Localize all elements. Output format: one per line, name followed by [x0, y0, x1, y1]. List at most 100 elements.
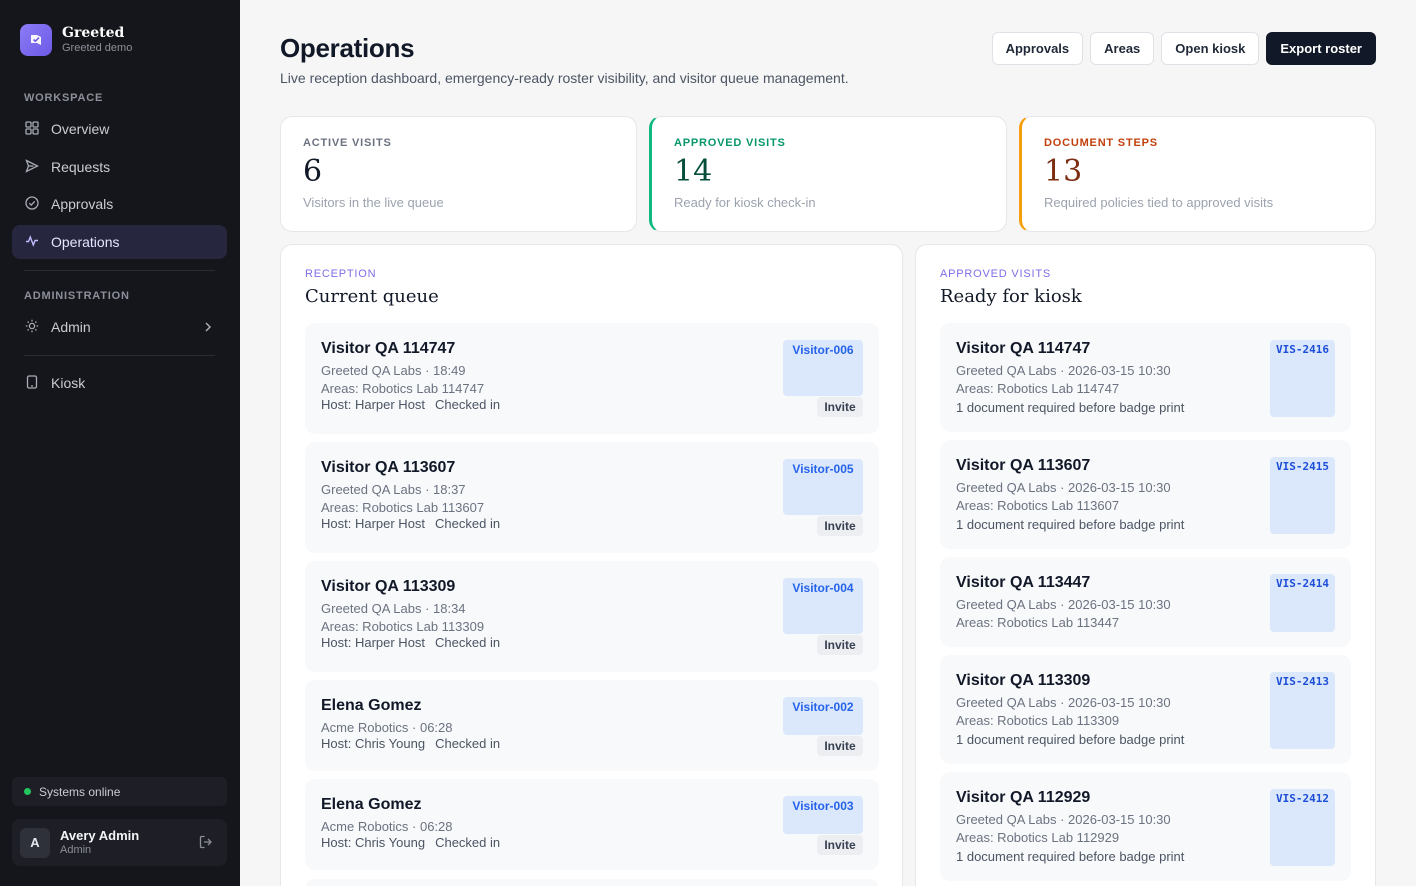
- visitor-meta: Greeted QA Labs · 18:34: [321, 601, 466, 616]
- visit-document-note: 1 document required before badge print: [956, 517, 1185, 532]
- page-title: Operations: [280, 33, 415, 63]
- sun-icon: [25, 319, 39, 336]
- activity-icon: [25, 234, 39, 251]
- visitor-areas: Areas: Robotics Lab 113309: [321, 619, 485, 634]
- visitor-name: Visitor QA 113309: [956, 672, 1091, 689]
- visit-id-badge: VIS-2416: [1270, 340, 1335, 417]
- queue-item[interactable]: Visitor QA 113309 Greeted QA Labs · 18:3…: [305, 561, 879, 672]
- visitor-host-line: Host: Chris Young Checked in: [321, 736, 500, 751]
- visit-document-note: 1 document required before badge print: [956, 849, 1185, 864]
- invite-button[interactable]: Invite: [817, 736, 863, 756]
- visitor-host-line: Host: Harper Host Checked in: [321, 635, 500, 650]
- panel-eyebrow: RECEPTION: [305, 268, 377, 280]
- visit-meta: Greeted QA Labs · 2026-03-15 10:30: [956, 480, 1171, 495]
- user-role: Admin: [60, 844, 92, 856]
- visitor-name: Visitor QA 113447: [956, 574, 1091, 591]
- sidebar-item-label: Approvals: [51, 196, 114, 212]
- panel-title: Current queue: [305, 286, 439, 307]
- tablet-icon: [25, 374, 39, 392]
- approvals-button[interactable]: Approvals: [991, 32, 1084, 65]
- visitor-host: Host: Harper Host: [321, 516, 426, 531]
- sidebar-item-label: Overview: [51, 121, 110, 137]
- visitor-host: Host: Chris Young: [321, 736, 426, 751]
- approved-visit-item[interactable]: Visitor QA 114747 Greeted QA Labs · 2026…: [940, 323, 1351, 432]
- stat-description: Visitors in the live queue: [303, 195, 444, 210]
- invite-button[interactable]: Invite: [817, 635, 863, 655]
- visit-document-note: 1 document required before badge print: [956, 732, 1185, 747]
- visitor-badge: Visitor-006: [783, 340, 863, 396]
- areas-button[interactable]: Areas: [1090, 32, 1155, 65]
- panel-title: Ready for kiosk: [940, 286, 1082, 307]
- stat-card-approved-visits: APPROVED VISITS 14 Ready for kiosk check…: [649, 116, 1007, 232]
- system-status-text: Systems online: [39, 784, 121, 799]
- sidebar-item-admin[interactable]: Admin: [12, 310, 227, 344]
- approved-visit-item[interactable]: Visitor QA 113309 Greeted QA Labs · 2026…: [940, 655, 1351, 764]
- visit-id-badge: VIS-2415: [1270, 457, 1335, 534]
- stat-card-active-visits: ACTIVE VISITS 6 Visitors in the live que…: [280, 116, 637, 232]
- visit-document-note: 1 document required before badge print: [956, 400, 1185, 415]
- visit-areas: Areas: Robotics Lab 114747: [956, 381, 1120, 396]
- sidebar-item-approvals[interactable]: Approvals: [12, 187, 227, 221]
- visitor-host: Host: Harper Host: [321, 397, 426, 412]
- sidebar-item-overview[interactable]: Overview: [12, 112, 227, 146]
- stat-label: DOCUMENT STEPS: [1044, 137, 1158, 149]
- chevron-right-icon: [203, 320, 213, 336]
- status-dot-icon: [24, 788, 31, 795]
- sidebar-item-label: Requests: [51, 159, 111, 175]
- panel-eyebrow: APPROVED VISITS: [940, 268, 1052, 280]
- visitor-host-line: Host: Harper Host Checked in: [321, 397, 500, 412]
- queue-item[interactable]: Elena Gomez Acme Robotics · 06:28 Host: …: [305, 779, 879, 870]
- approved-visit-item[interactable]: Visitor QA 113447 Greeted QA Labs · 2026…: [940, 557, 1351, 647]
- visit-id-badge: VIS-2412: [1270, 789, 1335, 866]
- invite-button[interactable]: Invite: [817, 835, 863, 855]
- administration-section-label: ADMINISTRATION: [24, 290, 130, 302]
- export-roster-button[interactable]: Export roster: [1266, 32, 1376, 65]
- brand-logo-icon: [20, 24, 52, 56]
- invite-button[interactable]: Invite: [817, 516, 863, 536]
- stat-card-document-steps: DOCUMENT STEPS 13 Required policies tied…: [1019, 116, 1376, 232]
- queue-item[interactable]: Visitor QA 114747 Greeted QA Labs · 18:4…: [305, 323, 879, 434]
- sidebar-item-requests[interactable]: Requests: [12, 150, 227, 184]
- page-subtitle: Live reception dashboard, emergency-read…: [280, 70, 849, 86]
- brand[interactable]: Greeted Greeted demo: [20, 24, 132, 56]
- queue-item[interactable]: Visitor QA 113607 Greeted QA Labs · 18:3…: [305, 442, 879, 553]
- visit-meta: Greeted QA Labs · 2026-03-15 10:30: [956, 597, 1171, 612]
- stat-label: APPROVED VISITS: [674, 137, 786, 149]
- visitor-status: Checked in: [435, 516, 501, 531]
- open-kiosk-button[interactable]: Open kiosk: [1161, 32, 1260, 65]
- approved-visit-item[interactable]: Visitor QA 112929 Greeted QA Labs · 2026…: [940, 772, 1351, 881]
- sidebar-divider: [24, 355, 215, 356]
- approved-visit-item[interactable]: Visitor QA 113607 Greeted QA Labs · 2026…: [940, 440, 1351, 549]
- visitor-status: Checked in: [435, 635, 501, 650]
- visitor-host: Host: Chris Young: [321, 835, 426, 850]
- visitor-status: Checked in: [435, 736, 501, 751]
- visitor-name: Visitor QA 113309: [321, 578, 456, 595]
- visit-meta: Greeted QA Labs · 2026-03-15 10:30: [956, 695, 1171, 710]
- queue-item[interactable]: [305, 879, 879, 886]
- visitor-areas: Areas: Robotics Lab 113607: [321, 500, 485, 515]
- visitor-name: Visitor QA 114747: [956, 340, 1091, 357]
- visit-areas: Areas: Robotics Lab 112929: [956, 830, 1120, 845]
- sidebar-item-operations[interactable]: Operations: [12, 225, 227, 259]
- stat-value: 14: [674, 154, 713, 189]
- visitor-name: Visitor QA 112929: [956, 789, 1091, 806]
- visitor-name: Visitor QA 113607: [321, 459, 456, 476]
- visitor-meta: Acme Robotics · 06:28: [321, 720, 453, 735]
- visitor-host-line: Host: Harper Host Checked in: [321, 516, 500, 531]
- visitor-badge: Visitor-002: [783, 697, 863, 735]
- visit-id-badge: VIS-2414: [1270, 574, 1335, 632]
- stat-value: 13: [1044, 154, 1083, 189]
- visitor-name: Visitor QA 114747: [321, 340, 456, 357]
- invite-button[interactable]: Invite: [817, 397, 863, 417]
- queue-item[interactable]: Elena Gomez Acme Robotics · 06:28 Host: …: [305, 680, 879, 771]
- sidebar-item-kiosk[interactable]: Kiosk: [12, 366, 227, 400]
- user-card[interactable]: A Avery Admin Admin: [12, 819, 227, 866]
- grid-icon: [25, 120, 39, 138]
- brand-subtitle: Greeted demo: [62, 42, 133, 54]
- visit-areas: Areas: Robotics Lab 113447: [956, 615, 1120, 630]
- logout-icon[interactable]: [199, 835, 213, 854]
- ready-for-kiosk-panel: APPROVED VISITS Ready for kiosk Visitor …: [915, 244, 1376, 886]
- stat-description: Ready for kiosk check-in: [674, 195, 816, 210]
- sidebar-item-label: Operations: [51, 234, 120, 250]
- stat-description: Required policies tied to approved visit…: [1044, 195, 1274, 210]
